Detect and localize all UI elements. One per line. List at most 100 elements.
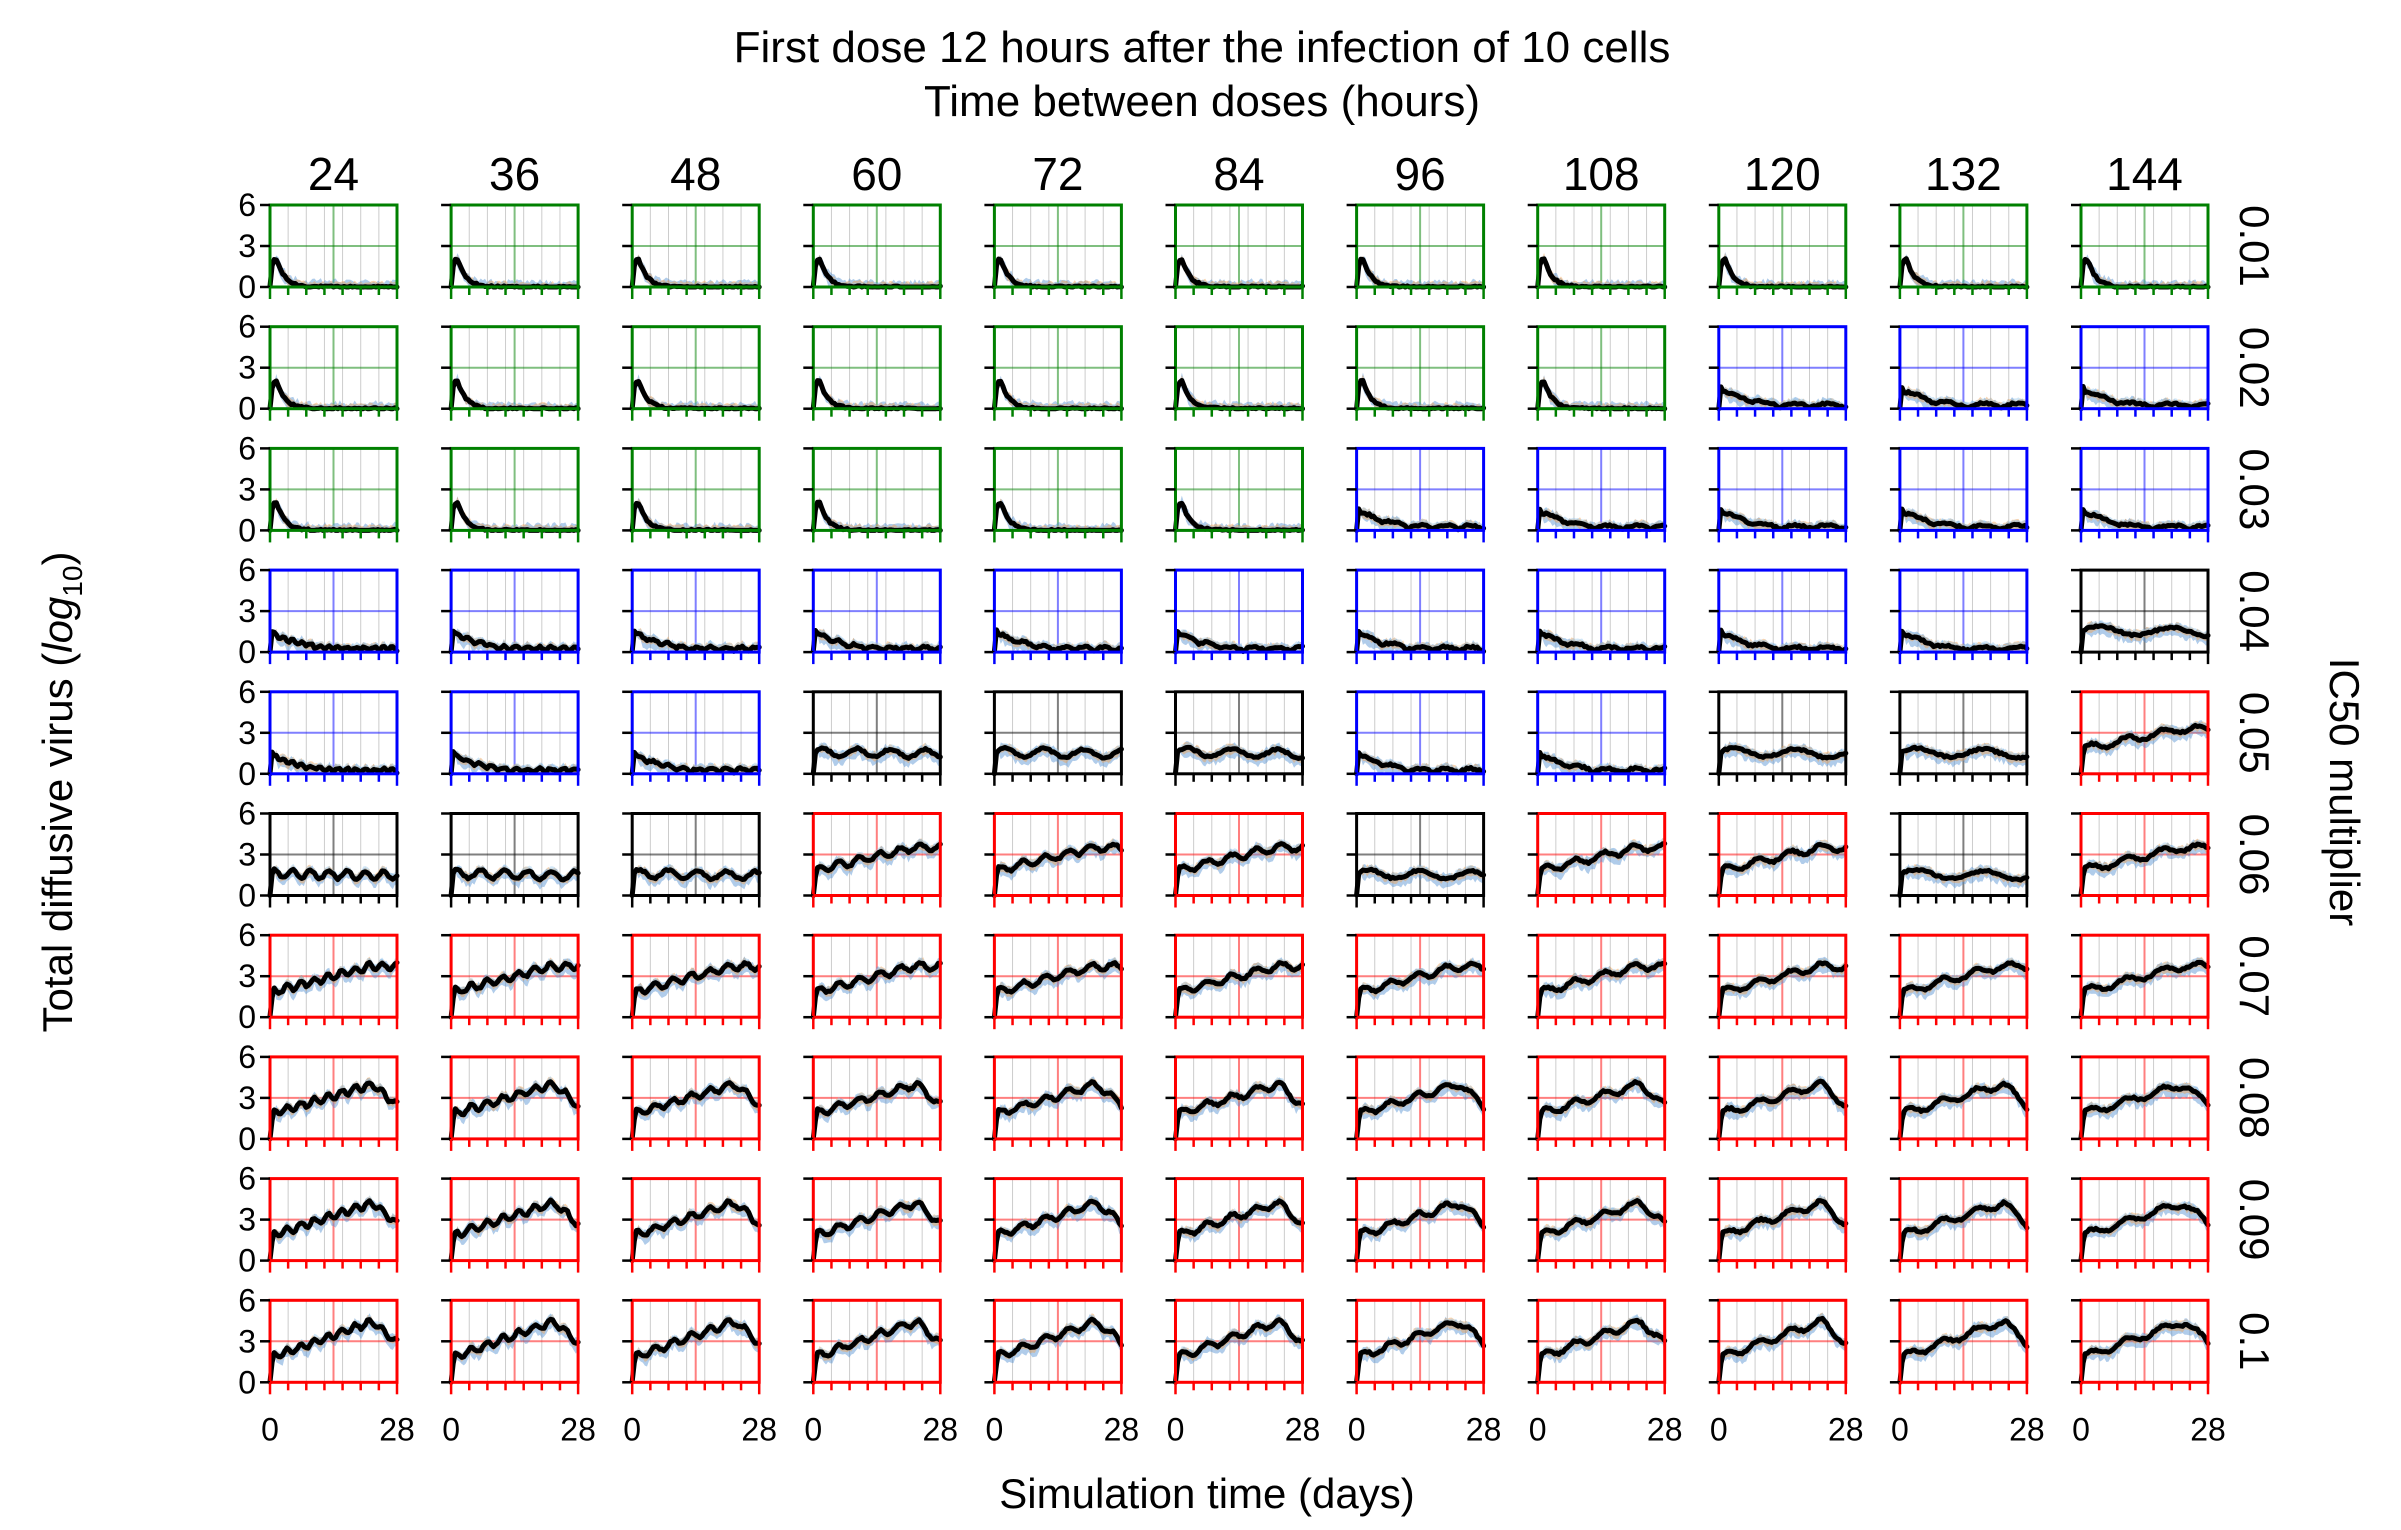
x-tick-label: 28 xyxy=(923,1411,959,1447)
column-label-144: 144 xyxy=(2106,148,2183,200)
panel-r4-c7 xyxy=(1527,690,1668,786)
series-mean-line xyxy=(267,1198,400,1263)
series-band-band_b xyxy=(632,498,760,531)
panel-r4-c3 xyxy=(803,690,943,786)
y-tick-label: 0 xyxy=(238,1243,256,1279)
panel-r7-c4 xyxy=(984,1055,1124,1151)
series-mean-line xyxy=(448,1316,581,1385)
series-band-band_a xyxy=(1899,1316,2027,1383)
panel-r4-c0: 0 3 6 xyxy=(238,674,400,792)
y-tick-label: 0 xyxy=(238,634,256,670)
x-tick-label: 0 xyxy=(442,1411,460,1447)
series-band-band_c xyxy=(270,376,397,409)
x-tick-label: 28 xyxy=(2009,1411,2045,1447)
series-mean-line xyxy=(629,1080,762,1141)
series-mean-line xyxy=(1897,866,2030,898)
series-band-band_a xyxy=(1537,957,1665,1018)
series-mean-line xyxy=(267,1317,400,1385)
y-tick-label: 0 xyxy=(238,391,256,427)
series-band-band_c xyxy=(813,256,941,287)
panel-r3-c3 xyxy=(803,568,943,665)
panel-r8-c8 xyxy=(1708,1177,1849,1273)
series-band-band_b xyxy=(813,497,941,531)
row-label-0.06: 0.06 xyxy=(2231,814,2278,896)
panel-r6-c1 xyxy=(441,933,581,1030)
panel-r7-c0: 0 3 6 xyxy=(238,1039,400,1157)
panel-r5-c1 xyxy=(441,812,581,908)
panel-r1-c10 xyxy=(2071,325,2211,421)
series-mean-line xyxy=(629,960,762,1020)
series-band-band_c xyxy=(813,377,941,409)
column-label-36: 36 xyxy=(489,148,540,200)
panel-r8-c6 xyxy=(1346,1177,1487,1273)
series-band-band_a xyxy=(270,1197,397,1261)
series-band-band_a xyxy=(1356,256,1484,287)
series-band-band_a xyxy=(270,1078,397,1139)
panel-r0-c2 xyxy=(622,203,762,299)
series-band-band_b xyxy=(994,498,1122,531)
series-band-band_b xyxy=(1718,839,1846,896)
series-mean-line xyxy=(1897,1199,2030,1264)
series-band-band_a xyxy=(451,496,579,531)
panel-r6-c4 xyxy=(984,933,1124,1030)
series-mean-line xyxy=(1897,960,2030,1020)
column-label-108: 108 xyxy=(1563,148,1640,200)
series-band-band_c xyxy=(632,1078,760,1137)
series-band-band_a xyxy=(994,498,1122,531)
series-band-band_a xyxy=(813,498,941,531)
series-band-band_a xyxy=(270,255,397,287)
series-band-band_a xyxy=(270,374,397,409)
y-tick-label: 6 xyxy=(238,917,256,953)
panel-r9-c0: 0 3 6 0 28 xyxy=(238,1282,415,1447)
panel-r2-c8 xyxy=(1708,446,1849,543)
panel-r7-c10 xyxy=(2071,1055,2211,1151)
y-tick-label: 6 xyxy=(238,1039,256,1075)
column-label-48: 48 xyxy=(670,148,721,200)
row-label-0.04: 0.04 xyxy=(2231,570,2278,652)
panel-r8-c2 xyxy=(622,1177,762,1273)
series-band-band_a xyxy=(1175,1314,1303,1383)
y-tick-label: 3 xyxy=(238,228,256,264)
series-band-band_a xyxy=(813,254,941,287)
panel-r2-c5 xyxy=(1165,446,1305,543)
series-band-band_b xyxy=(813,378,941,409)
y-tick-label: 6 xyxy=(238,430,256,466)
series-band-band_a xyxy=(1175,495,1303,531)
row-label-0.05: 0.05 xyxy=(2231,692,2278,774)
series-mean-line xyxy=(1716,842,1849,898)
series-mean-line xyxy=(1535,749,1668,777)
series-band-band_b xyxy=(994,255,1122,287)
panel-r8-c7 xyxy=(1527,1177,1668,1273)
series-mean-line xyxy=(1897,385,2030,411)
series-band-band_a xyxy=(1718,840,1846,896)
series-band-band_a xyxy=(1537,255,1665,287)
panel-r1-c1 xyxy=(441,325,581,421)
panel-r9-c8: 0 28 xyxy=(1708,1298,1864,1447)
panel-r3-c7 xyxy=(1527,568,1668,665)
panel-r6-c6 xyxy=(1346,933,1487,1030)
series-band-band_a xyxy=(1356,957,1484,1018)
series-mean-line xyxy=(1716,627,1849,655)
panel-r8-c0: 0 3 6 xyxy=(238,1161,400,1279)
panel-r2-c2 xyxy=(622,446,762,543)
panel-r3-c6 xyxy=(1346,568,1487,665)
panel-r7-c2 xyxy=(622,1055,762,1151)
series-band-band_a xyxy=(2081,254,2208,287)
x-tick-label: 0 xyxy=(1167,1411,1185,1447)
y-axis-title-log: log xyxy=(34,597,81,653)
series-band-band_a xyxy=(1175,1196,1303,1261)
series-band-band_b xyxy=(270,377,397,409)
panel-r6-c2 xyxy=(622,933,762,1030)
series-mean-line xyxy=(1354,628,1487,655)
series-mean-line xyxy=(991,627,1124,655)
column-label-96: 96 xyxy=(1395,148,1446,200)
y-tick-label: 3 xyxy=(238,593,256,629)
series-band-band_b xyxy=(1175,500,1303,531)
series-mean-line xyxy=(810,960,943,1020)
x-tick-label: 0 xyxy=(1529,1411,1547,1447)
series-band-band_a xyxy=(451,958,579,1018)
panel-r6-c10 xyxy=(2071,933,2211,1030)
series-band-band_b xyxy=(1356,374,1484,409)
panel-r3-c5 xyxy=(1165,568,1305,665)
y-tick-label: 3 xyxy=(238,471,256,507)
